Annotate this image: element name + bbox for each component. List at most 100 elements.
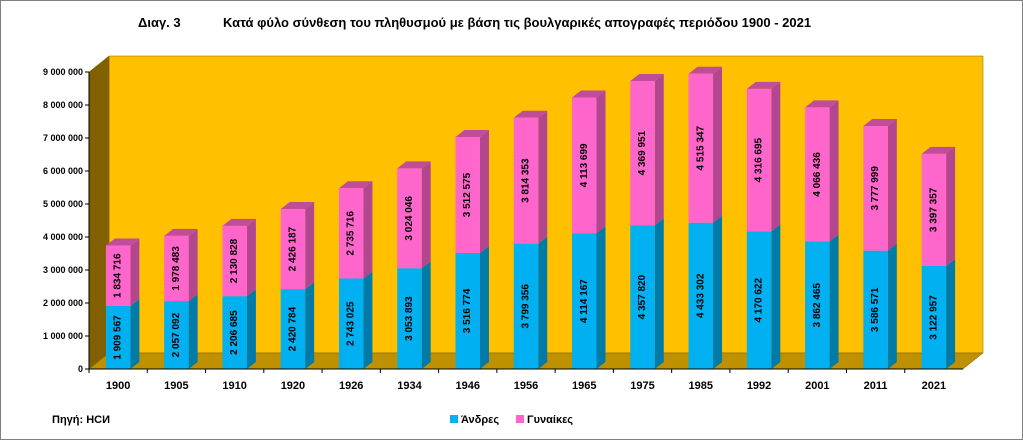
x-tick-label: 2001 — [805, 380, 829, 392]
bar-segment: 4 369 951 — [630, 73, 664, 226]
bar-value-label: 4 357 820 — [637, 274, 648, 319]
bar-side-face — [713, 66, 723, 223]
bar-segment: 2 743 025 — [338, 271, 373, 369]
bar-front-face — [164, 301, 189, 369]
bar-side-face — [363, 181, 373, 279]
bar-top-face — [572, 90, 606, 98]
bar-value-label: 2 426 187 — [287, 226, 298, 271]
bar-front-face — [805, 241, 830, 369]
bar-segment: 3 862 465 — [805, 234, 839, 369]
x-tick-label: 1926 — [339, 380, 363, 392]
bar-top-face — [921, 146, 956, 154]
bar-front-face — [688, 222, 714, 369]
y-tick-label: 0 — [78, 364, 83, 374]
y-tick-label: 5 000 000 — [43, 199, 83, 209]
y-axis: 0 1 000 000 2 000 000 3 000 000 4 000 000 5 0… — [43, 67, 90, 374]
bar-value-label: 4 066 436 — [812, 152, 823, 197]
bar-front-face — [105, 245, 131, 306]
bar-segment: 1 978 483 — [164, 228, 198, 302]
bar-segment: 3 397 357 — [921, 146, 956, 266]
bar-value-label: 1 909 567 — [113, 315, 124, 360]
bar-front-face — [455, 252, 480, 369]
bar-value-label: 4 515 347 — [695, 126, 706, 171]
bar-front-face — [455, 137, 480, 253]
bar-side-face — [887, 243, 897, 369]
bar-value-label: 3 122 957 — [928, 295, 939, 340]
bar-side-face — [421, 161, 431, 269]
bar-value-label: 4 170 622 — [754, 278, 765, 323]
bar-front-face — [513, 117, 539, 244]
bar-side-face — [479, 130, 489, 253]
bar-front-face — [746, 88, 772, 232]
y-tick-label: 8 000 000 — [43, 100, 83, 110]
bar-value-label: 2 206 685 — [229, 310, 240, 355]
bar-segment: 3 024 046 — [397, 161, 431, 269]
bar-segment: 3 053 893 — [397, 261, 431, 369]
bar-front-face — [863, 250, 888, 369]
bar-value-label: 3 814 353 — [521, 158, 532, 203]
bar-value-label: 4 433 302 — [695, 273, 706, 318]
bar-side-face — [946, 258, 956, 369]
bar-front-face — [513, 243, 539, 369]
bar-value-label: 2 735 716 — [346, 211, 357, 256]
bar-side-face — [188, 294, 198, 369]
bar-front-face — [105, 305, 131, 369]
bar-side-face — [130, 298, 140, 369]
bar-side-face — [363, 271, 373, 369]
bar-segment: 4 433 302 — [688, 215, 723, 369]
bar-side-face — [130, 238, 140, 306]
bar-value-label: 2 420 784 — [287, 306, 298, 351]
bar-side-face — [713, 215, 723, 369]
bar-top-face — [863, 118, 897, 126]
bar-top-face — [222, 218, 256, 226]
bar-value-label: 2 743 025 — [346, 301, 357, 346]
x-tick-label: 1920 — [281, 380, 305, 392]
bar-segment: 2 420 784 — [280, 282, 315, 369]
bar-segment: 1 909 567 — [105, 298, 140, 369]
bar-front-face — [921, 153, 947, 266]
bar-value-label: 3 024 046 — [404, 196, 415, 241]
bar-segment: 3 777 999 — [863, 118, 897, 251]
bar-front-face — [397, 268, 422, 369]
y-tick-label: 6 000 000 — [43, 166, 83, 176]
bar-front-face — [688, 73, 714, 223]
bar-side-face — [246, 218, 256, 297]
bar-segment: 4 170 622 — [746, 224, 781, 369]
bar-side-face — [305, 202, 315, 290]
bar-top-face — [688, 66, 723, 74]
x-tick-label: 1934 — [397, 380, 422, 392]
bar-top-face — [746, 81, 781, 89]
bar-segment: 4 357 820 — [630, 218, 664, 369]
x-tick-label: 1956 — [514, 380, 538, 392]
bars-group: 1 909 567 1 834 716 2 057 092 1 978 483 2 20… — [105, 66, 956, 369]
bar-segment: 4 114 167 — [572, 226, 606, 369]
bar-side-face — [771, 81, 781, 232]
chart-title: Κατά φύλο σύνθεση του πληθυσμού με βάση … — [223, 15, 811, 30]
bar-side-face — [246, 289, 256, 369]
legend-swatch-women — [516, 415, 524, 423]
y-tick-label: 4 000 000 — [43, 232, 83, 242]
bar-side-face — [188, 228, 198, 302]
bar-value-label: 4 114 167 — [579, 279, 590, 323]
bar-segment: 4 316 695 — [746, 81, 781, 232]
y-tick-label: 1 000 000 — [43, 331, 83, 341]
bar-side-face — [538, 110, 548, 244]
bar-segment: 3 586 571 — [863, 243, 897, 369]
bar-front-face — [280, 289, 306, 369]
y-tick-label: 2 000 000 — [43, 298, 83, 308]
x-tick-label: 1946 — [455, 380, 479, 392]
y-tick-label: 3 000 000 — [43, 265, 83, 275]
bar-value-label: 3 862 465 — [812, 283, 823, 328]
bar-value-label: 3 397 357 — [928, 187, 939, 232]
legend-label-men: Άνδρες — [461, 414, 499, 426]
bar-value-label: 3 799 356 — [521, 284, 532, 329]
bar-value-label: 4 113 699 — [579, 143, 590, 187]
x-tick-label: 1985 — [689, 380, 713, 392]
bar-value-label: 3 516 774 — [462, 288, 473, 333]
bar-top-face — [105, 238, 140, 246]
bar-segment: 3 814 353 — [513, 110, 548, 244]
y-tick-label: 7 000 000 — [43, 133, 83, 143]
source-note: Πηγή: НСИ — [52, 414, 110, 426]
bar-front-face — [746, 231, 772, 369]
